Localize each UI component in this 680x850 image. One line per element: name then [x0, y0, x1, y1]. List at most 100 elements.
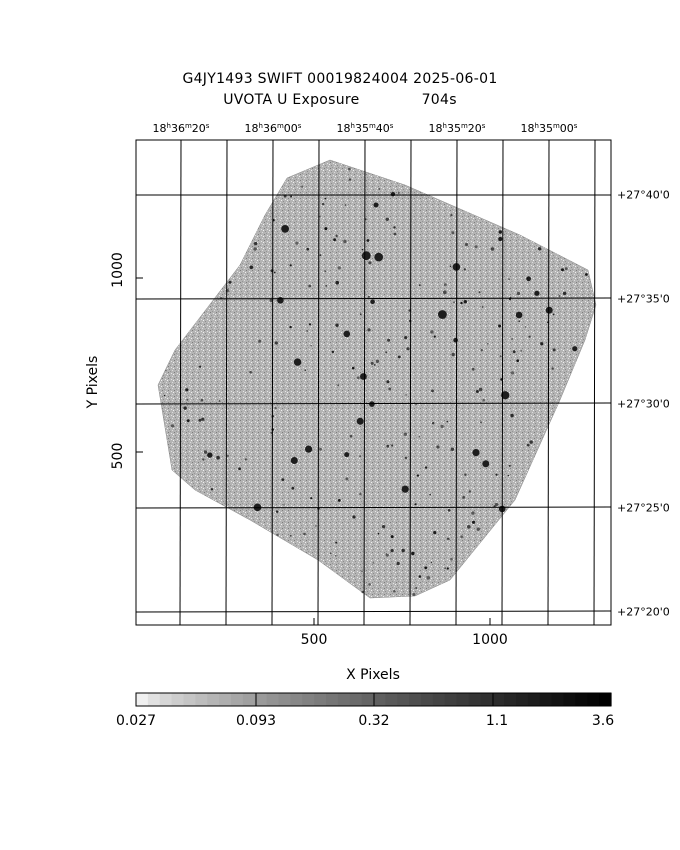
- star-point: [433, 531, 437, 535]
- star-point: [468, 490, 472, 493]
- star-point: [416, 474, 420, 477]
- dec-grid-line: [135, 297, 612, 300]
- colorbar-swatch: [504, 693, 517, 706]
- star-point: [258, 339, 262, 343]
- ra-label-5: 18h35m00s: [520, 122, 578, 135]
- star-point: [529, 440, 533, 444]
- colorbar-swatch: [409, 693, 422, 706]
- star-point: [446, 420, 449, 423]
- star-point: [467, 525, 471, 529]
- star-point: [319, 254, 322, 257]
- star-point: [401, 485, 409, 493]
- star-point: [449, 265, 452, 268]
- star-point: [319, 215, 321, 218]
- star-point: [558, 295, 561, 297]
- star-point: [335, 541, 338, 544]
- star-point: [404, 456, 408, 460]
- colorbar-swatch: [254, 693, 268, 706]
- star-point: [382, 525, 386, 529]
- star-point: [518, 320, 520, 323]
- star-point: [478, 291, 481, 294]
- star-point: [430, 330, 434, 334]
- star-point: [424, 466, 428, 469]
- star-point: [375, 359, 380, 363]
- ra-grid-line: [409, 139, 412, 626]
- star-point: [269, 298, 273, 302]
- star-point: [337, 499, 341, 502]
- star-point: [475, 390, 479, 393]
- star-point: [367, 295, 370, 298]
- star-point: [374, 252, 384, 262]
- colorbar-label: 0.027: [115, 713, 157, 729]
- star-point: [335, 323, 339, 327]
- star-point: [390, 535, 394, 539]
- star-point: [198, 418, 202, 422]
- star-point: [526, 443, 530, 447]
- colorbar-swatch: [314, 693, 327, 706]
- colorbar-swatch: [516, 693, 529, 706]
- star-point: [274, 406, 277, 410]
- star-point: [324, 227, 328, 231]
- star-point: [310, 344, 312, 347]
- colorbar-swatch: [480, 693, 493, 706]
- title-line-2-text: UVOTA U Exposure: [223, 92, 360, 108]
- ra-grid-line: [363, 139, 366, 626]
- dec-grid-line: [135, 506, 612, 509]
- star-point: [303, 532, 306, 536]
- colorbar-swatch: [361, 693, 375, 706]
- star-point: [283, 504, 285, 506]
- star-point: [186, 398, 189, 401]
- star-point: [386, 380, 390, 384]
- ra-grid-line: [547, 139, 550, 626]
- star-point: [406, 347, 410, 351]
- star-point: [510, 371, 515, 375]
- star-point: [289, 325, 292, 329]
- star-point: [370, 299, 375, 305]
- star-point: [228, 280, 232, 284]
- star-point: [274, 341, 278, 345]
- star-point: [494, 502, 499, 507]
- star-point: [361, 570, 363, 572]
- star-point: [372, 562, 374, 564]
- star-point: [440, 424, 444, 428]
- star-point: [356, 417, 364, 425]
- star-point: [238, 467, 242, 471]
- ra-label-4: 18h35m20s: [428, 122, 486, 135]
- colorbar-gradient: [136, 693, 612, 706]
- star-point: [349, 434, 353, 438]
- plot-frame: [135, 139, 612, 626]
- star-point: [321, 202, 325, 206]
- star-point: [472, 449, 480, 457]
- star-point: [564, 267, 568, 271]
- star-point: [348, 178, 352, 181]
- star-point: [306, 247, 310, 251]
- ra-label-2: 18h36m00s: [244, 122, 302, 135]
- star-point: [337, 384, 340, 387]
- star-point: [345, 477, 349, 481]
- star-point: [366, 239, 370, 242]
- star-point: [386, 444, 390, 448]
- star-point: [446, 537, 450, 540]
- star-point: [450, 214, 453, 217]
- colorbar-swatch: [159, 693, 173, 706]
- star-point: [480, 421, 482, 424]
- star-point: [210, 488, 214, 491]
- colorbar-swatch: [266, 693, 280, 706]
- star-point: [415, 403, 417, 406]
- star-point: [444, 567, 446, 569]
- star-point: [516, 359, 519, 363]
- star-point: [443, 290, 447, 295]
- ra-label-3: 18h35m40s: [336, 122, 394, 135]
- colorbar-swatch: [599, 693, 612, 706]
- ra-label-1: 18h36m20s: [152, 122, 210, 135]
- star-point: [418, 435, 421, 438]
- colorbar-swatch: [539, 693, 553, 706]
- colorbar-swatch: [373, 693, 386, 706]
- star-point: [324, 270, 327, 273]
- colorbar-swatch: [136, 693, 149, 706]
- star-point: [510, 413, 514, 418]
- colorbar: [135, 692, 612, 707]
- colorbar-label: 1.1: [485, 713, 509, 729]
- star-point: [207, 452, 213, 458]
- colorbar-swatch: [147, 693, 161, 706]
